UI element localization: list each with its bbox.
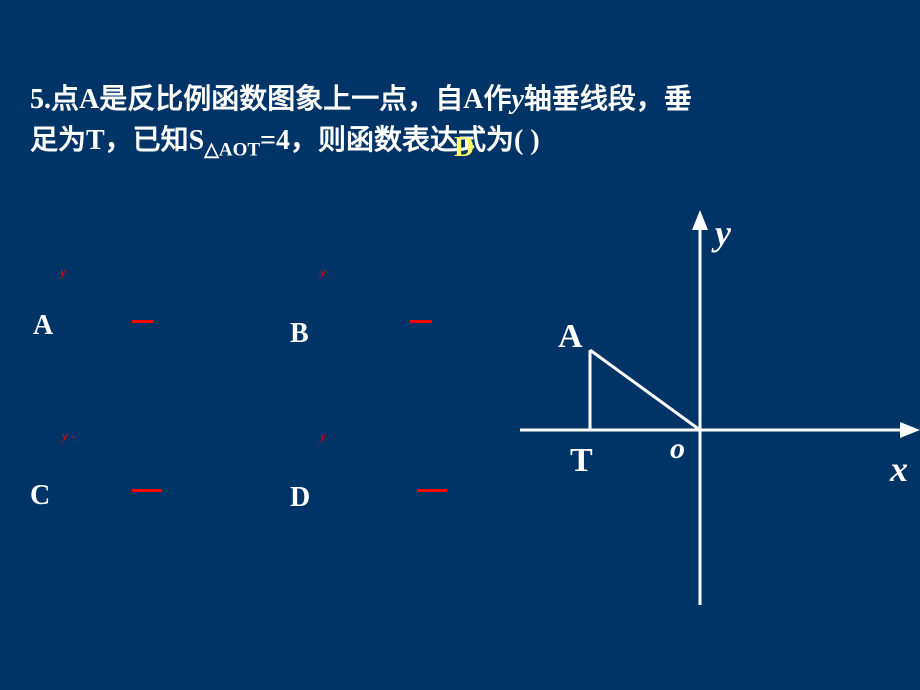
x-axis-label: x xyxy=(890,448,908,490)
q-sub: △AOT xyxy=(204,139,260,160)
q-yvar: y xyxy=(511,84,523,115)
option-b-label: B xyxy=(290,318,309,350)
option-d-label: D xyxy=(290,482,310,514)
option-a-ymark: y xyxy=(60,264,66,280)
option-a-label: A xyxy=(33,310,53,342)
q-line2-pre: 足为T，已知S xyxy=(30,125,204,156)
point-t-label: T xyxy=(570,442,593,480)
y-axis-label: y xyxy=(715,212,731,254)
origin-label: o xyxy=(670,432,685,466)
option-b-ymark: y xyxy=(320,264,326,280)
option-c-fracbar xyxy=(132,489,162,492)
option-a-fracbar xyxy=(132,320,154,323)
diagram-svg xyxy=(520,210,920,610)
option-d-fracbar xyxy=(417,489,447,492)
answer-letter: D xyxy=(454,132,474,164)
option-c-label: C xyxy=(30,480,50,512)
option-d-ymark: y xyxy=(320,428,326,444)
option-b-fracbar xyxy=(410,320,432,323)
option-c-ymark: y - xyxy=(62,428,75,444)
q-line1-post: 轴垂线段，垂 xyxy=(524,84,692,115)
point-a-label: A xyxy=(558,318,583,356)
q-line2-mid: =4，则函数表达式为( ) xyxy=(260,125,540,156)
q-line1-pre: 5.点A是反比例函数图象上一点，自A作 xyxy=(30,84,511,115)
coordinate-diagram: y x o A T xyxy=(520,210,920,610)
